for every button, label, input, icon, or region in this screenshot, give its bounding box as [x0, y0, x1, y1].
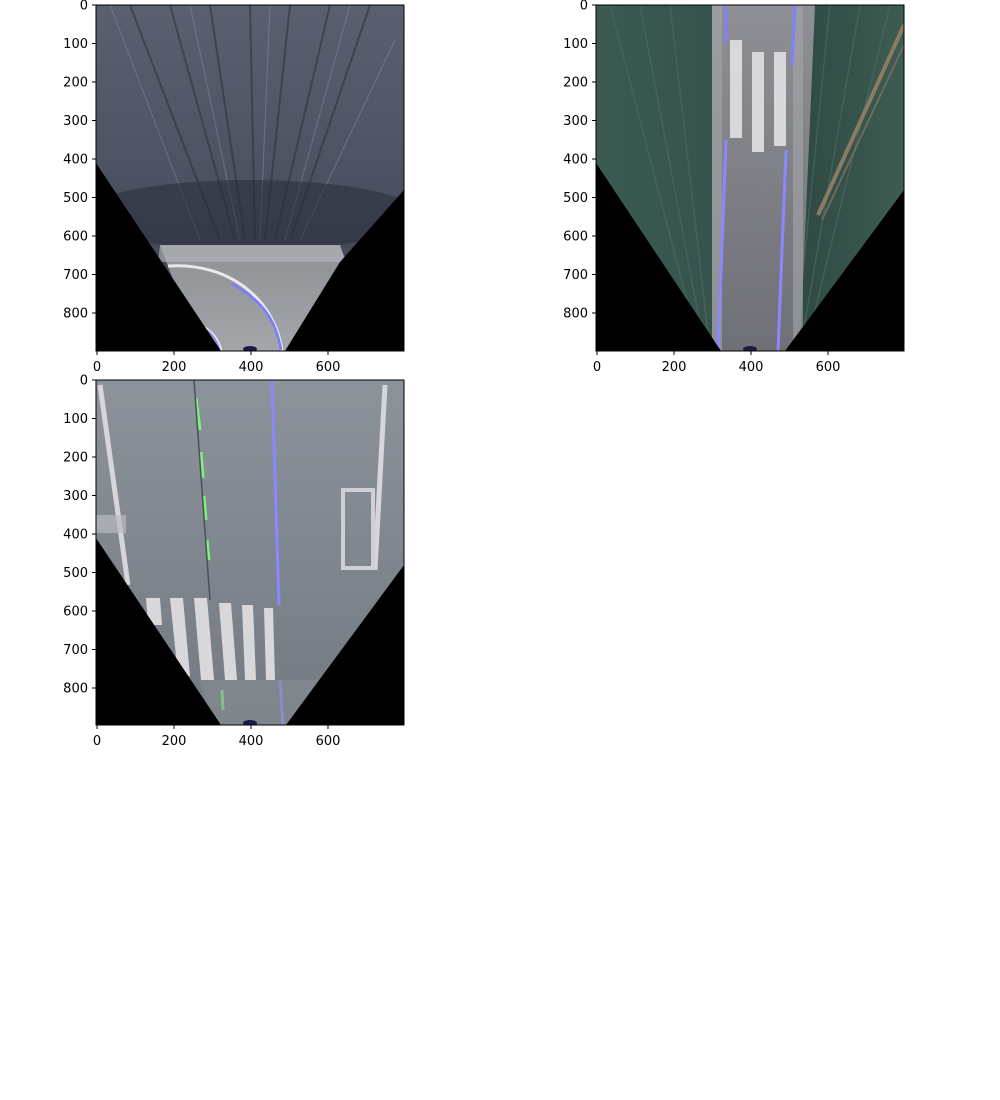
y-tick-label: 0: [580, 0, 588, 14]
panel-crosswalk: [95, 379, 405, 726]
y-tick-label: 500: [63, 566, 88, 581]
y-tick-label: 500: [63, 191, 88, 206]
panel-straight-lane-image: [596, 5, 904, 351]
y-tick-label: 300: [63, 489, 88, 504]
x-tick-label: 600: [816, 360, 841, 375]
y-tick-label: 600: [63, 605, 88, 620]
y-tick-label: 300: [563, 114, 588, 129]
y-tick-label: 0: [80, 0, 88, 14]
y-tick-label: 500: [563, 191, 588, 206]
y-tick-label: 400: [563, 153, 588, 168]
y-tick-label: 100: [63, 37, 88, 52]
x-tick-label: 0: [593, 360, 601, 375]
y-tick-label: 600: [63, 230, 88, 245]
y-tick-label: 0: [80, 374, 88, 389]
y-tick-label: 400: [63, 528, 88, 543]
y-tick-label: 600: [563, 230, 588, 245]
y-tick-label: 700: [63, 268, 88, 283]
panel-curved-road: [95, 4, 405, 352]
x-tick-label: 400: [239, 734, 264, 749]
x-tick-label: 600: [316, 734, 341, 749]
y-tick-label: 200: [63, 451, 88, 466]
x-tick-label: 0: [93, 360, 101, 375]
y-tick-label: 800: [63, 307, 88, 322]
y-tick-label: 700: [63, 643, 88, 658]
y-tick-label: 100: [63, 412, 88, 427]
axes-layer: 0 200 400 600 0 100 200 300 400 500 600 700 800 0 200 4…: [63, 0, 840, 749]
y-tick-label: 200: [63, 76, 88, 91]
x-tick-label: 200: [662, 360, 687, 375]
y-tick-label: 800: [63, 682, 88, 697]
y-tick-label: 300: [63, 114, 88, 129]
x-tick-label: 400: [239, 360, 264, 375]
panel-crosswalk-image: [96, 380, 404, 725]
x-tick-label: 200: [162, 360, 187, 375]
y-tick-label: 200: [563, 76, 588, 91]
y-tick-label: 400: [63, 153, 88, 168]
panel-curved-road-image: [96, 5, 404, 351]
panel-2-axes: 0 200 400 600 0 100 200 300 400 500 600 700 800: [563, 0, 840, 375]
panel-straight-lane: [595, 4, 905, 352]
y-tick-label: 800: [563, 307, 588, 322]
panel-1-axes: 0 200 400 600 0 100 200 300 400 500 600 700 800: [63, 0, 340, 375]
x-tick-label: 400: [739, 360, 764, 375]
x-tick-label: 200: [162, 734, 187, 749]
y-tick-label: 100: [563, 37, 588, 52]
y-tick-label: 700: [563, 268, 588, 283]
x-tick-label: 600: [316, 360, 341, 375]
panel-3-axes: 0 200 400 600 0 100 200 300 400 500 600 700 800: [63, 374, 340, 750]
x-tick-label: 0: [93, 734, 101, 749]
